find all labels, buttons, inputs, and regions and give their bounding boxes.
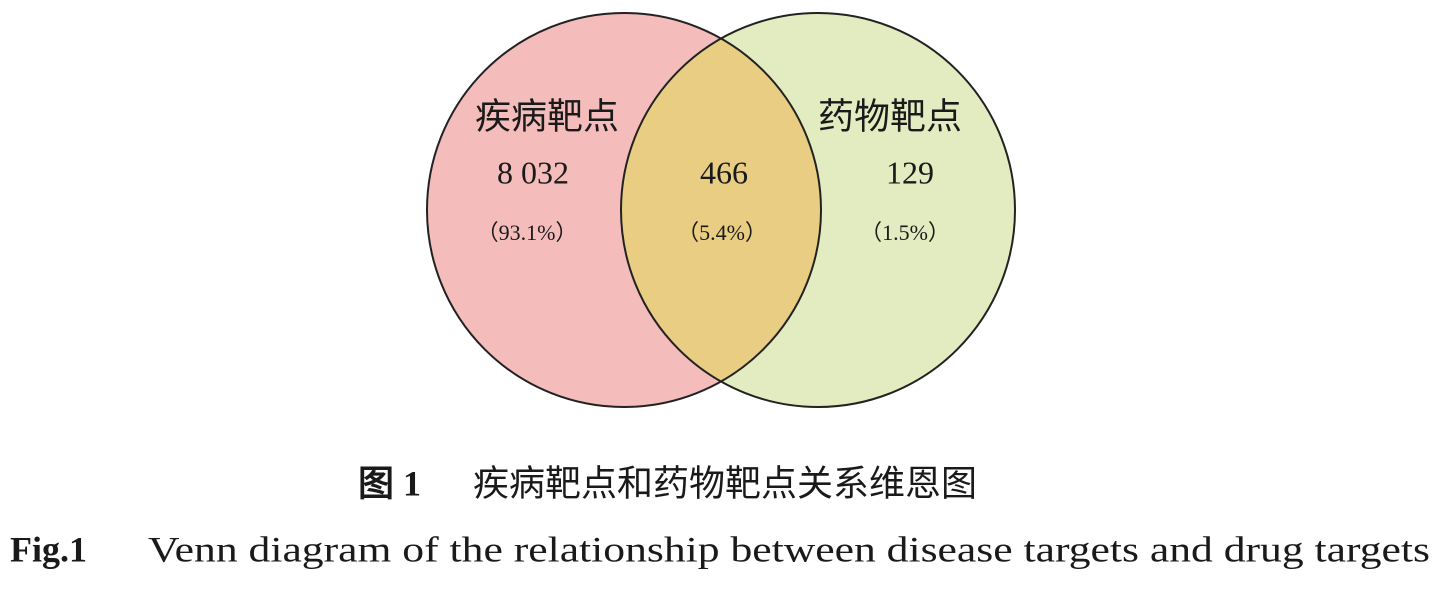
overlap-percent: （5.4%） bbox=[677, 220, 767, 245]
right-circle-outline bbox=[620, 12, 1016, 408]
left-percent: （93.1%） bbox=[477, 220, 578, 245]
left-circle-outline bbox=[426, 12, 822, 408]
overlap-count: 466 bbox=[700, 154, 748, 190]
right-label: 药物靶点 bbox=[818, 96, 962, 136]
caption-cn-number: 图 1 bbox=[358, 463, 421, 503]
overlap-region bbox=[621, 13, 821, 407]
left-label: 疾病靶点 bbox=[475, 96, 619, 136]
caption-cn-title: 疾病靶点和药物靶点关系维恩图 bbox=[473, 463, 977, 503]
caption-en-title: Venn diagram of the relationship between… bbox=[148, 529, 1430, 569]
right-count: 129 bbox=[886, 154, 934, 190]
left-count: 8 032 bbox=[497, 154, 569, 190]
right-percent: （1.5%） bbox=[860, 220, 950, 245]
caption-en-number: Fig.1 bbox=[10, 529, 87, 569]
